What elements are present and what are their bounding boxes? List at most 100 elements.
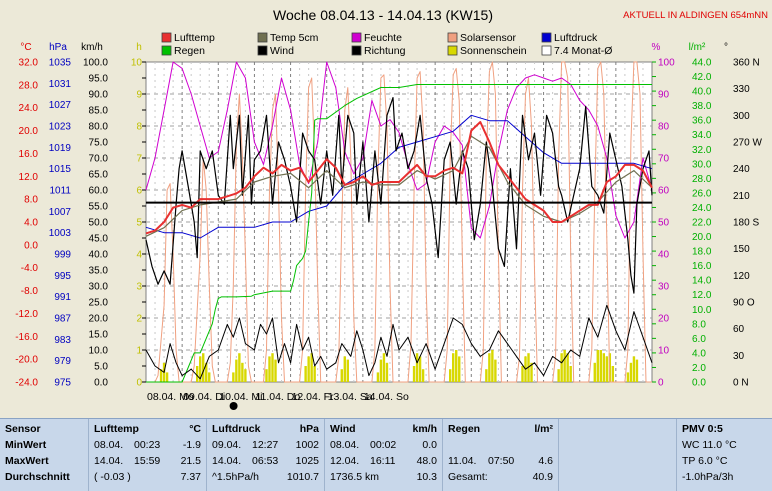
direction-axis-tick: 0 N <box>733 378 749 389</box>
lt-max-time: 15:59 <box>134 455 161 467</box>
humidity-axis-tick: 40 <box>658 250 670 261</box>
w-max-time: 16:11 <box>370 455 396 467</box>
rain-axis-tick: 30.0 <box>692 159 712 170</box>
sun-axis-tick: 9 <box>136 90 142 101</box>
sun-axis-tick: 4 <box>136 250 142 261</box>
sunshine-bar <box>452 353 455 382</box>
wind-axis-tick: 30.0 <box>89 282 109 293</box>
sunshine-bar <box>307 356 310 382</box>
sunshine-bar <box>611 366 615 382</box>
direction-axis-tick: 330 <box>733 84 750 95</box>
rain-axis-tick: 38.0 <box>692 101 712 112</box>
temp-axis-tick: -4.0 <box>21 263 39 274</box>
rain-axis-tick: 36.0 <box>692 116 712 127</box>
lt-max-val: 21.5 <box>180 455 201 467</box>
legend-label: Lufttemp <box>174 32 215 44</box>
sunshine-bar <box>385 362 389 382</box>
wind-axis-tick: 60.0 <box>89 186 109 197</box>
sunshine-bar <box>455 350 458 382</box>
x-day-label: 10.04. Mi <box>219 391 262 403</box>
legend-swatch <box>447 45 458 56</box>
temp-axis-tick: 8.0 <box>24 195 38 206</box>
direction-axis-tick: 60 <box>733 324 745 335</box>
legend-item: Lufttemp <box>161 32 215 44</box>
rain-axis-tick: 2.0 <box>692 363 706 374</box>
rain-axis-tick: 26.0 <box>692 188 712 199</box>
pressure-axis-tick: 975 <box>54 378 71 389</box>
wind-axis-tick: 45.0 <box>89 234 109 245</box>
legend-item: Feuchte <box>351 32 402 44</box>
lt-min-time: 00:23 <box>134 439 161 451</box>
w-max-date: 12.04. <box>330 455 360 467</box>
temp-axis-tick: 32.0 <box>19 58 39 69</box>
rain-axis-tick: 42.0 <box>692 72 712 83</box>
legend-swatch <box>161 32 172 43</box>
rain-axis-tick: 24.0 <box>692 203 712 214</box>
wind-axis-label: km/h <box>81 42 103 53</box>
rain-axis-tick: 0.0 <box>692 378 706 389</box>
rain-axis-tick: 34.0 <box>692 130 712 141</box>
pressure-axis-tick: 991 <box>54 292 71 303</box>
location-note: AKTUELL IN ALDINGEN 654mNN <box>623 10 768 21</box>
pressure-axis-tick: 999 <box>54 250 71 261</box>
rain-axis-tick: 8.0 <box>692 319 706 330</box>
r-total-label: Gesamt: <box>448 471 488 483</box>
pressure-axis-tick: 1003 <box>49 228 72 239</box>
legend-item: Temp 5cm <box>257 32 319 44</box>
pmv-column: PMV 0:5 WC 11.0 °C TP 6.0 °C -1.0hPa/3h <box>676 419 772 491</box>
regen-unit: l/m² <box>534 423 553 435</box>
rain-axis-tick: 40.0 <box>692 87 712 98</box>
direction-axis-tick: 270 W <box>733 138 762 149</box>
legend-swatch <box>161 45 172 56</box>
sunshine-bar <box>605 356 609 382</box>
lufttemp-line <box>145 121 653 235</box>
pressure-axis-label: hPa <box>49 42 67 53</box>
sun-axis-tick: 3 <box>136 282 142 293</box>
sunshine-bar <box>415 353 419 382</box>
sunshine-bar <box>346 359 349 382</box>
humidity-axis-tick: 60 <box>658 186 670 197</box>
row-label-avg: Durchschnitt <box>5 471 70 483</box>
sunshine-bar <box>632 356 636 382</box>
sunshine-bar <box>241 362 244 382</box>
x-day-label: 08.04. Mo <box>147 391 194 403</box>
ld-max-val: 1025 <box>295 455 319 467</box>
lt-max-date: 14.04. <box>94 455 124 467</box>
pressure-axis-tick: 1027 <box>49 100 72 111</box>
solarsensor-line <box>146 61 652 383</box>
direction-axis-tick: 300 <box>733 111 750 122</box>
sun-axis-tick: 2 <box>136 314 142 325</box>
wind-axis-tick: 50.0 <box>89 218 109 229</box>
sunshine-bar <box>485 369 488 382</box>
wind-axis-tick: 40.0 <box>89 250 109 261</box>
legend-swatch <box>541 32 552 43</box>
sunshine-bar <box>235 359 238 382</box>
sun-axis-tick: 10 <box>131 58 143 69</box>
sunshine-bar <box>165 372 169 382</box>
sun-axis-tick: 5 <box>136 218 142 229</box>
sun-axis-tick: 8 <box>136 122 142 133</box>
pressure-axis-tick: 1015 <box>49 164 72 175</box>
legend-label: Sonnenschein <box>460 45 527 57</box>
sunshine-bar <box>418 356 422 382</box>
legend-swatch <box>257 45 268 56</box>
temp-axis-tick: -16.0 <box>15 332 38 343</box>
temp-axis-tick: -8.0 <box>21 286 39 297</box>
lufttemp-column: Lufttemp °C 08.04. 00:23 -1.9 14.04. 15:59 21… <box>88 419 206 491</box>
weekly-weather-chart: °C32.028.024.020.016.012.08.04.00.0-4.0-… <box>15 7 769 410</box>
luftdruck-line <box>145 114 653 239</box>
pressure-axis-tick: 983 <box>54 335 71 346</box>
wind-axis-tick: 85.0 <box>89 106 109 117</box>
direction-axis: ° 360 N 330 300 270 W 240 210 180 S 150 120 90 O 60… <box>724 42 762 389</box>
legend-swatch <box>351 32 362 43</box>
legend-label: Luftdruck <box>554 32 598 44</box>
pressure-axis: hPa 1035 1031 1027 1023 1019 1015 1011 1007 1003 9… <box>49 42 72 389</box>
sunshine-bar <box>376 372 380 382</box>
wind-axis-tick: 70.0 <box>89 154 109 165</box>
rain-axis-tick: 22.0 <box>692 218 712 229</box>
sunshine-bar <box>238 353 241 382</box>
sunshine-bar <box>563 350 566 382</box>
x-day-label: 14.04. So <box>364 391 409 403</box>
rain-axis-tick: 16.0 <box>692 261 712 272</box>
